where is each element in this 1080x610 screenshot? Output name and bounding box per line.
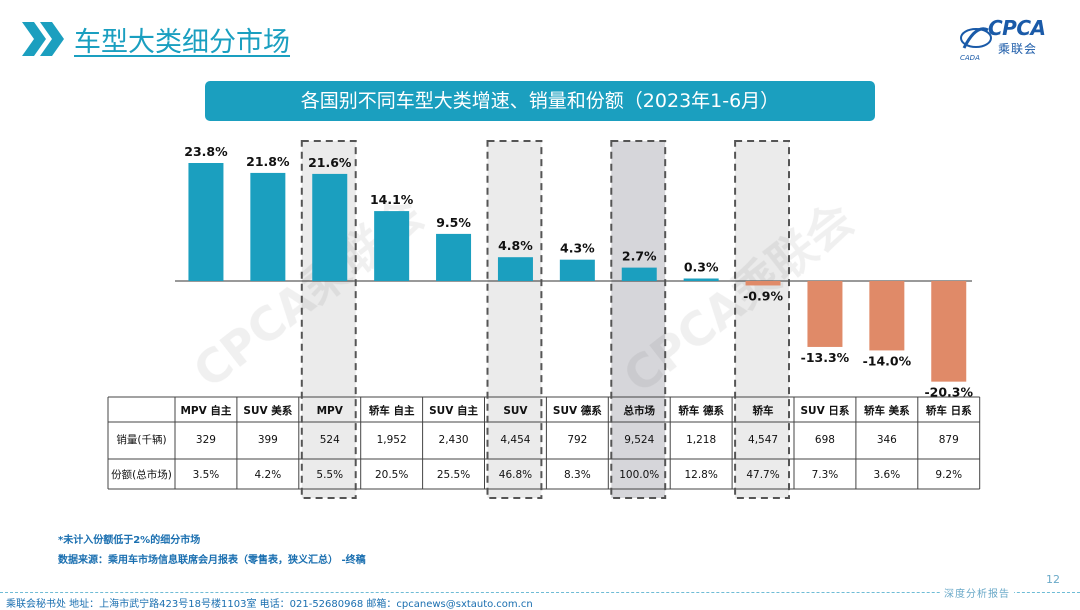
logo-emblem-icon: CADA — [960, 27, 992, 62]
value-label-1: 21.8% — [246, 154, 290, 169]
sales-cell-8: 1,218 — [686, 434, 716, 446]
sales-cell-4: 2,430 — [439, 434, 469, 446]
sales-cell-6: 792 — [567, 434, 587, 446]
value-label-12: -20.3% — [924, 385, 973, 400]
row-header-share: 份额(总市场) — [111, 468, 172, 481]
highlight-column-bg — [735, 141, 789, 498]
page-title: 车型大类细分市场 — [74, 27, 290, 58]
bar-11 — [869, 281, 905, 351]
bar-1 — [250, 172, 286, 281]
category-label-12: 轿车 日系 — [926, 404, 972, 417]
category-label-3: 轿车 自主 — [369, 404, 415, 417]
bar-3 — [374, 211, 410, 281]
bar-12 — [931, 281, 967, 382]
logo-text: CPCA — [988, 16, 1046, 40]
footnote-source: 数据来源：乘用车市场信息联席会月报表（零售表，狭义汇总） -终稿 — [58, 555, 366, 566]
value-label-4: 9.5% — [436, 215, 471, 230]
value-label-5: 4.8% — [498, 238, 533, 253]
highlight-column-bg — [611, 141, 666, 498]
sales-cell-10: 698 — [815, 434, 835, 446]
sales-cell-7: 9,524 — [624, 434, 654, 446]
bar-5 — [497, 257, 533, 281]
sales-cell-5: 4,454 — [500, 434, 530, 446]
category-label-2: MPV — [317, 405, 344, 417]
sales-cell-1: 399 — [258, 434, 278, 446]
share-cell-8: 12.8% — [684, 469, 717, 481]
value-label-3: 14.1% — [370, 192, 414, 207]
bar-8 — [683, 278, 719, 281]
page-number: 12 — [1046, 573, 1060, 586]
sales-cell-0: 329 — [196, 434, 216, 446]
svg-text:CADA: CADA — [960, 54, 980, 62]
bar-4 — [436, 233, 472, 281]
chevron-icon — [22, 22, 64, 56]
share-cell-11: 3.6% — [874, 469, 901, 481]
share-cell-5: 46.8% — [499, 469, 532, 481]
share-cell-7: 100.0% — [619, 469, 659, 481]
share-cell-1: 4.2% — [255, 469, 282, 481]
footer-tagline: 深度分析报告 — [940, 585, 1014, 600]
logo-subtext: 乘联会 — [998, 42, 1038, 56]
share-cell-9: 47.7% — [746, 469, 779, 481]
chart-title-banner: 各国别不同车型大类增速、销量和份额（2023年1-6月） — [205, 81, 875, 121]
footer-contact: 乘联会秘书处 地址：上海市武宁路423号18号楼1103室 电话：021-526… — [6, 599, 533, 610]
category-label-7: 总市场 — [624, 404, 656, 417]
highlight-column-border — [486, 140, 543, 499]
row-header-sales: 销量(千辆) — [116, 433, 166, 446]
category-label-6: SUV 德系 — [553, 404, 602, 417]
bar-6 — [559, 259, 595, 281]
share-cell-3: 20.5% — [375, 469, 408, 481]
value-label-0: 23.8% — [184, 144, 228, 159]
share-cell-6: 8.3% — [564, 469, 591, 481]
cpca-logo: CADA CPCA 乘联会 — [958, 16, 1058, 64]
bar-10 — [807, 281, 843, 347]
value-label-7: 2.7% — [622, 249, 657, 264]
category-label-4: SUV 自主 — [429, 404, 478, 417]
footnote-share: *未计入份额低于2%的细分市场 — [58, 535, 201, 546]
bar-7 — [621, 267, 657, 281]
highlight-column-bg — [487, 141, 542, 498]
footer-divider — [0, 592, 1080, 593]
category-label-10: SUV 日系 — [801, 404, 850, 417]
value-label-11: -14.0% — [863, 353, 912, 368]
highlight-column-border — [610, 140, 667, 499]
category-label-0: MPV 自主 — [180, 404, 231, 417]
category-label-8: 轿车 德系 — [678, 404, 724, 417]
share-cell-2: 5.5% — [316, 469, 343, 481]
share-cell-12: 9.2% — [935, 469, 962, 481]
share-cell-0: 3.5% — [193, 469, 220, 481]
bar-2 — [312, 173, 348, 281]
category-label-1: SUV 美系 — [243, 404, 292, 417]
value-label-8: 0.3% — [684, 260, 719, 275]
category-label-9: 轿车 — [753, 404, 774, 417]
value-label-9: -0.9% — [743, 288, 783, 303]
category-label-11: 轿车 美系 — [864, 404, 910, 417]
bar-9 — [745, 281, 781, 286]
highlight-column-border — [734, 140, 790, 499]
sales-cell-12: 879 — [939, 434, 959, 446]
value-label-6: 4.3% — [560, 241, 595, 256]
highlight-column-border — [300, 140, 357, 499]
sales-cell-11: 346 — [877, 434, 897, 446]
share-cell-4: 25.5% — [437, 469, 470, 481]
value-label-10: -13.3% — [801, 350, 850, 365]
sales-cell-9: 4,547 — [748, 434, 778, 446]
category-label-5: SUV — [503, 405, 528, 417]
value-label-2: 21.6% — [308, 155, 352, 170]
share-cell-10: 7.3% — [812, 469, 839, 481]
sales-cell-3: 1,952 — [377, 434, 407, 446]
bar-0 — [188, 163, 224, 281]
sales-cell-2: 524 — [320, 434, 340, 446]
